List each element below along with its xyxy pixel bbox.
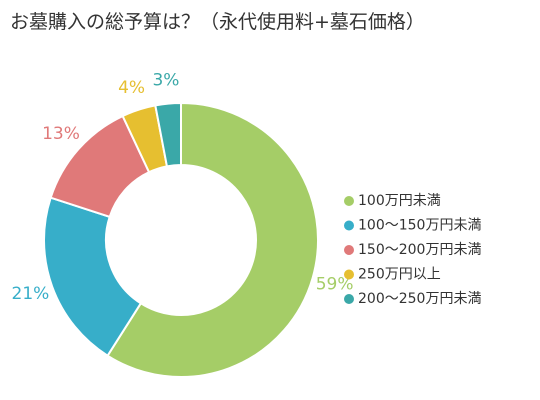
- slice-value-labels: 59% 21% 13% 4% 3%: [12, 71, 354, 304]
- slice-value-label-3: 13%: [42, 124, 80, 144]
- slice-value-label-1: 59%: [316, 275, 354, 295]
- legend-marker-2: [344, 220, 354, 231]
- legend-label-5: 200〜250万円未満: [358, 291, 481, 307]
- legend-marker-3: [344, 245, 354, 255]
- legend-label-4: 250万円以上: [358, 267, 441, 283]
- legend-label-3: 150〜200万円未満: [358, 242, 481, 258]
- legend-item-3: 150〜200万円未満: [344, 242, 481, 258]
- legend-marker-1: [344, 196, 354, 206]
- legend-item-5: 200〜250万円未満: [344, 291, 481, 307]
- legend-marker-4: [344, 269, 354, 280]
- donut-slices: [43, 101, 319, 378]
- legend-marker-5: [344, 294, 354, 304]
- donut-slice-1: [106, 101, 319, 378]
- donut-slice-2: [43, 196, 143, 358]
- slice-value-label-2: 21%: [12, 284, 50, 304]
- legend: 100万円未満 100〜150万円未満 150〜200万円未満 250万円以上 200〜…: [344, 193, 481, 307]
- legend-label-2: 100〜150万円未満: [358, 218, 481, 234]
- legend-item-1: 100万円未満: [344, 193, 441, 209]
- legend-item-2: 100〜150万円未満: [344, 218, 481, 234]
- legend-label-1: 100万円未満: [358, 193, 441, 209]
- slice-value-label-4: 4%: [118, 78, 145, 98]
- chart-title: お墓購入の総予算は？（永代使用料+墓石価格）: [10, 11, 425, 33]
- legend-item-4: 250万円以上: [344, 267, 441, 283]
- donut-slice-5: [154, 101, 182, 168]
- slice-value-label-5: 3%: [152, 71, 179, 91]
